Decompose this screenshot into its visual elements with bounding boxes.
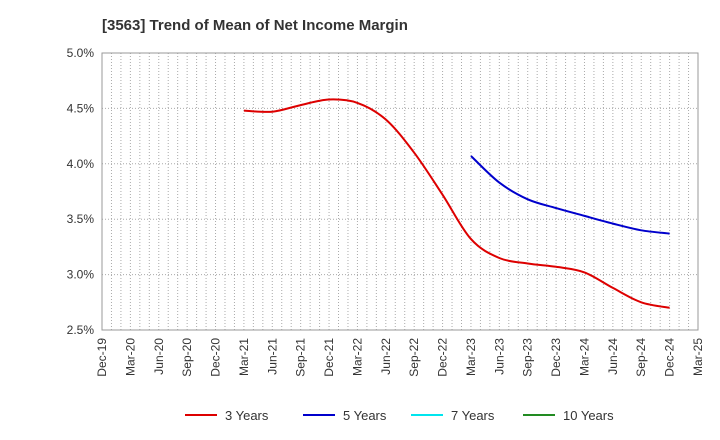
- x-tick-label: Sep-22: [407, 338, 421, 377]
- y-tick-label: 5.0%: [67, 46, 95, 60]
- x-tick-label: Dec-23: [549, 338, 563, 377]
- x-axis: Dec-19 Mar-20 Jun-20 Sep-20 Dec-20 Mar-21 Jun-…: [95, 338, 705, 377]
- grid: [102, 53, 698, 330]
- x-tick-label: Mar-22: [350, 338, 364, 376]
- x-tick-label: Sep-23: [521, 338, 535, 377]
- y-tick-label: 3.0%: [67, 268, 95, 282]
- x-tick-label: Dec-20: [209, 338, 223, 377]
- legend-label: 3 Years: [225, 408, 269, 423]
- legend-label: 10 Years: [563, 408, 614, 423]
- legend-label: 7 Years: [451, 408, 495, 423]
- x-tick-label: Jun-20: [152, 338, 166, 375]
- x-tick-label: Dec-24: [663, 338, 677, 377]
- x-tick-label: Mar-25: [691, 338, 705, 376]
- y-tick-label: 4.5%: [67, 101, 95, 115]
- series-line: [243, 98, 670, 309]
- x-tick-label: Mar-24: [577, 338, 591, 376]
- y-tick-label: 3.5%: [67, 212, 95, 226]
- x-tick-label: Jun-22: [379, 338, 393, 375]
- series-lines: [243, 98, 670, 309]
- y-tick-label: 4.0%: [67, 157, 95, 171]
- x-tick-label: Jun-24: [606, 338, 620, 375]
- x-tick-label: Mar-23: [464, 338, 478, 376]
- x-tick-label: Dec-21: [322, 338, 336, 377]
- x-tick-label: Dec-19: [95, 338, 109, 377]
- y-tick-label: 2.5%: [67, 323, 95, 337]
- chart-title: [3563] Trend of Mean of Net Income Margi…: [102, 17, 408, 34]
- plot-frame: [101, 52, 699, 331]
- x-tick-label: Sep-21: [294, 338, 308, 377]
- legend: 3 Years 5 Years 7 Years 10 Years: [185, 408, 614, 423]
- x-tick-label: Sep-24: [634, 338, 648, 377]
- x-tick-label: Sep-20: [180, 338, 194, 377]
- x-tick-label: Jun-23: [492, 338, 506, 375]
- series-line: [470, 155, 670, 235]
- x-tick-label: Jun-21: [265, 338, 279, 375]
- y-axis: 2.5% 3.0% 3.5% 4.0% 4.5% 5.0%: [67, 46, 95, 337]
- x-tick-label: Mar-20: [123, 338, 137, 376]
- x-tick-label: Dec-22: [436, 338, 450, 377]
- legend-label: 5 Years: [343, 408, 387, 423]
- x-tick-label: Mar-21: [237, 338, 251, 376]
